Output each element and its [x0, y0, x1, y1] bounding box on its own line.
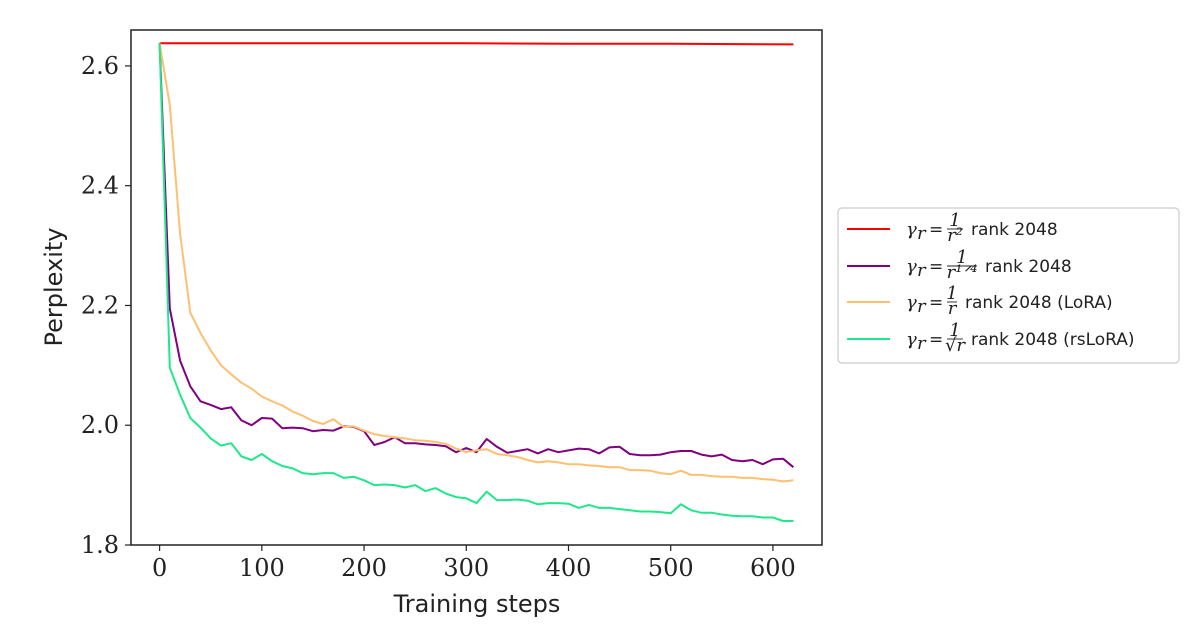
legend-equals: = — [929, 293, 943, 313]
legend-subscript: r — [917, 223, 927, 244]
legend-gamma: γ — [906, 329, 917, 350]
y-tick-label: 2.2 — [81, 291, 119, 319]
legend-gamma: γ — [906, 219, 917, 240]
legend-label: rank 2048 (rsLoRA) — [971, 330, 1135, 350]
legend-gamma: γ — [906, 256, 917, 277]
legend-entry-4: γ r = 1√r rank 2048 (rsLoRA) — [847, 320, 1135, 356]
series-line-4 — [158, 43, 794, 522]
legend-label: rank 2048 (LoRA) — [965, 293, 1113, 313]
x-axis: 0 100 200 300 400 500 600 — [152, 545, 796, 582]
legend-subscript: r — [917, 296, 927, 317]
legend-box — [837, 207, 1180, 364]
legend-fraction-numerator: 1 — [949, 210, 960, 231]
legend-label: rank 2048 — [971, 220, 1058, 240]
legend-fraction-denominator: r¹ᐟ⁴ — [947, 262, 978, 283]
legend-fraction-numerator: 1 — [946, 283, 957, 304]
x-tick-label: 0 — [152, 554, 167, 582]
y-tick-label: 2.0 — [81, 411, 119, 439]
x-tick-label: 200 — [341, 554, 387, 582]
x-axis-label: Training steps — [393, 590, 561, 618]
x-tick-label: 500 — [648, 554, 694, 582]
x-tick-label: 400 — [546, 554, 592, 582]
legend-fraction-denominator: r² — [947, 225, 963, 246]
series-line-2 — [158, 43, 795, 468]
y-axis: 1.8 2.0 2.2 2.4 2.6 — [81, 52, 131, 559]
legend-equals: = — [929, 220, 943, 240]
x-tick-label: 100 — [239, 554, 285, 582]
legend-entry-1: γ r = 1r² rank 2048 — [847, 210, 1058, 246]
y-tick-label: 1.8 — [81, 531, 119, 559]
legend-label: rank 2048 — [985, 257, 1072, 277]
legend-fraction-denominator: r — [948, 298, 958, 319]
y-axis-label: Perplexity — [40, 228, 68, 347]
series-layer — [158, 42, 795, 522]
legend-entry-3: γ r = 1r rank 2048 (LoRA) — [847, 283, 1113, 319]
legend-subscript: r — [917, 260, 927, 281]
legend-fraction-numerator: 1 — [956, 247, 967, 268]
series-line-1 — [159, 42, 794, 46]
x-tick-label: 300 — [443, 554, 489, 582]
legend-equals: = — [929, 257, 943, 277]
legend-subscript: r — [917, 333, 927, 354]
x-tick-label: 600 — [750, 554, 796, 582]
series-line-3 — [158, 43, 794, 483]
legend-equals: = — [929, 330, 943, 350]
y-tick-label: 2.6 — [81, 52, 119, 80]
legend-fraction-numerator: 1 — [949, 320, 960, 341]
y-tick-label: 2.4 — [81, 172, 119, 200]
legend-fraction-denominator: √r — [945, 335, 966, 356]
legend-gamma: γ — [906, 292, 917, 313]
plot-frame — [130, 29, 823, 546]
